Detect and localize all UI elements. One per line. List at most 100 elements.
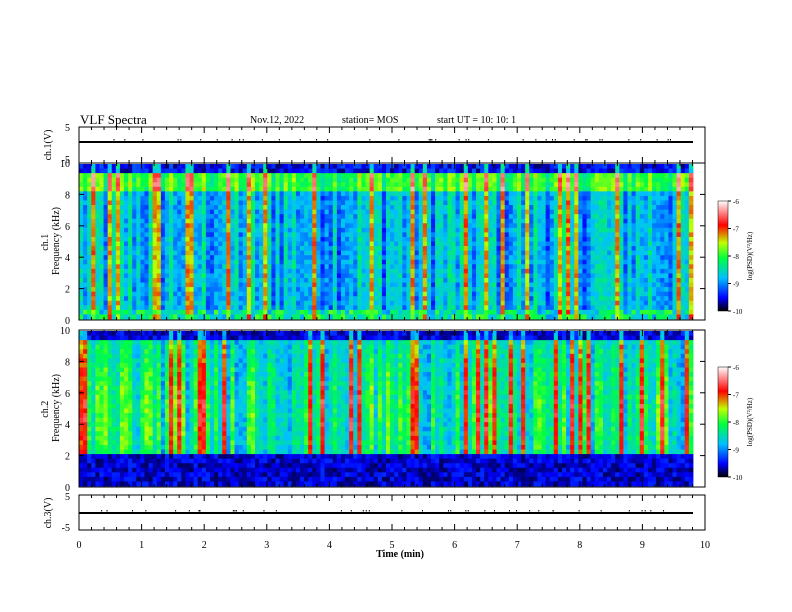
spectrogram-cell bbox=[173, 314, 178, 320]
spectrogram-cell bbox=[373, 227, 379, 233]
spectrogram-cell bbox=[435, 195, 440, 201]
spectrogram-cell bbox=[185, 205, 190, 210]
spectrogram-cell bbox=[443, 168, 448, 174]
spectrogram-cell bbox=[525, 291, 530, 297]
spectrogram-cell bbox=[533, 182, 538, 188]
spectrogram-cell bbox=[279, 314, 285, 320]
spectrogram-cell bbox=[222, 200, 227, 206]
spectrogram-cell bbox=[304, 309, 309, 315]
spectrogram-cell bbox=[668, 305, 673, 311]
spectrogram-cell bbox=[664, 277, 669, 283]
spectrogram-cell bbox=[205, 282, 211, 288]
spectrogram-cell bbox=[652, 246, 657, 252]
spectrogram-cell bbox=[504, 296, 510, 302]
spectrogram-cell bbox=[508, 164, 514, 169]
spectrogram-cell bbox=[259, 259, 264, 265]
spectrogram-cell bbox=[512, 223, 518, 229]
spectrogram-cell bbox=[357, 168, 362, 174]
spectrogram-cell bbox=[418, 232, 424, 238]
spectrogram-cell bbox=[574, 282, 579, 288]
spectrogram-cell bbox=[320, 273, 325, 279]
spectrogram-cell bbox=[152, 236, 158, 242]
spectrogram-cell bbox=[140, 205, 145, 210]
spectrogram-cell bbox=[340, 255, 346, 261]
spectrogram-cell bbox=[639, 287, 645, 293]
spectrogram-cell bbox=[443, 250, 448, 256]
spectrogram-cell bbox=[414, 282, 420, 288]
spectrogram-cell bbox=[365, 241, 371, 247]
spectrogram-cell bbox=[562, 205, 567, 210]
spectrogram-cell bbox=[136, 177, 141, 183]
spectrogram-cell bbox=[312, 182, 317, 188]
spectrogram-cell bbox=[107, 287, 113, 293]
spectrogram-cell bbox=[668, 223, 673, 229]
spectrogram-cell bbox=[410, 246, 416, 252]
spectrogram-cell bbox=[136, 282, 141, 288]
spectrogram-cell bbox=[660, 218, 665, 224]
spectrogram-cell bbox=[598, 214, 604, 220]
spectrogram-cell bbox=[529, 214, 534, 220]
spectrogram-cell bbox=[197, 309, 203, 315]
spectrogram-cell bbox=[267, 287, 272, 293]
spectrogram-cell bbox=[553, 291, 559, 297]
spectrogram-cell bbox=[660, 300, 665, 306]
spectrogram-cell bbox=[148, 182, 154, 188]
spectrogram-cell bbox=[140, 250, 145, 256]
spectrogram-cell bbox=[308, 309, 313, 315]
spectrogram-cell bbox=[373, 300, 379, 306]
spectrogram-cell bbox=[496, 232, 502, 238]
spectrogram-cell bbox=[79, 214, 84, 220]
spectrogram-cell bbox=[660, 168, 665, 174]
spectrogram-cell bbox=[140, 287, 145, 293]
spectrogram-cell bbox=[418, 259, 424, 265]
spectrogram-cell bbox=[488, 209, 493, 215]
spectrogram-cell bbox=[545, 182, 551, 188]
spectrogram-cell bbox=[361, 218, 366, 224]
spectrogram-cell bbox=[242, 218, 248, 224]
spectrogram-cell bbox=[189, 314, 195, 320]
spectrogram-cell bbox=[156, 168, 162, 174]
spectrogram-cell bbox=[549, 300, 555, 306]
spectrogram-cell bbox=[586, 255, 592, 261]
spectrogram-cell bbox=[271, 268, 276, 274]
spectrogram-cell bbox=[570, 177, 575, 183]
spectrogram-cell bbox=[578, 227, 583, 233]
spectrogram-cell bbox=[647, 268, 653, 274]
spectrogram-cell bbox=[328, 309, 334, 315]
spectrogram-cell bbox=[643, 205, 649, 210]
spectrogram-cell bbox=[557, 173, 563, 179]
spectrogram-cell bbox=[512, 209, 518, 215]
spectrogram-cell bbox=[169, 277, 174, 283]
spectrogram-cell bbox=[647, 282, 653, 288]
spectrogram-cell bbox=[357, 259, 362, 265]
spectrogram-cell bbox=[218, 268, 223, 274]
spectrogram-cell bbox=[234, 246, 240, 252]
spectrogram-cell bbox=[242, 168, 248, 174]
spectrogram-cell bbox=[222, 236, 227, 242]
spectrogram-cell bbox=[647, 164, 653, 169]
spectrogram-cell bbox=[414, 264, 420, 270]
spectrogram-cell bbox=[107, 218, 113, 224]
spectrogram-cell bbox=[516, 305, 522, 311]
spectrogram-cell bbox=[435, 287, 440, 293]
spectrogram-cell bbox=[119, 173, 125, 179]
spectrogram-cell bbox=[471, 246, 477, 252]
spectrogram-cell bbox=[259, 186, 264, 192]
spectrogram-cell bbox=[140, 236, 145, 242]
spectrogram-cell bbox=[537, 164, 542, 169]
spectrogram-cell bbox=[418, 205, 424, 210]
spectrogram-cell bbox=[398, 168, 403, 174]
spectrogram-cell bbox=[361, 264, 366, 270]
spectrogram-cell bbox=[660, 305, 665, 311]
spectrogram-cell bbox=[635, 282, 641, 288]
spectrogram-cell bbox=[488, 223, 493, 229]
spectrogram-cell bbox=[279, 205, 285, 210]
spectrogram-cell bbox=[99, 168, 104, 174]
spectrogram-cell bbox=[656, 264, 661, 270]
spectrogram-cell bbox=[111, 218, 117, 224]
spectrogram-cell bbox=[148, 277, 154, 283]
spectrogram-cell bbox=[91, 255, 96, 261]
spectrogram-cell bbox=[422, 200, 428, 206]
spectrogram-cell bbox=[377, 191, 383, 197]
spectrogram-cell bbox=[545, 241, 551, 247]
